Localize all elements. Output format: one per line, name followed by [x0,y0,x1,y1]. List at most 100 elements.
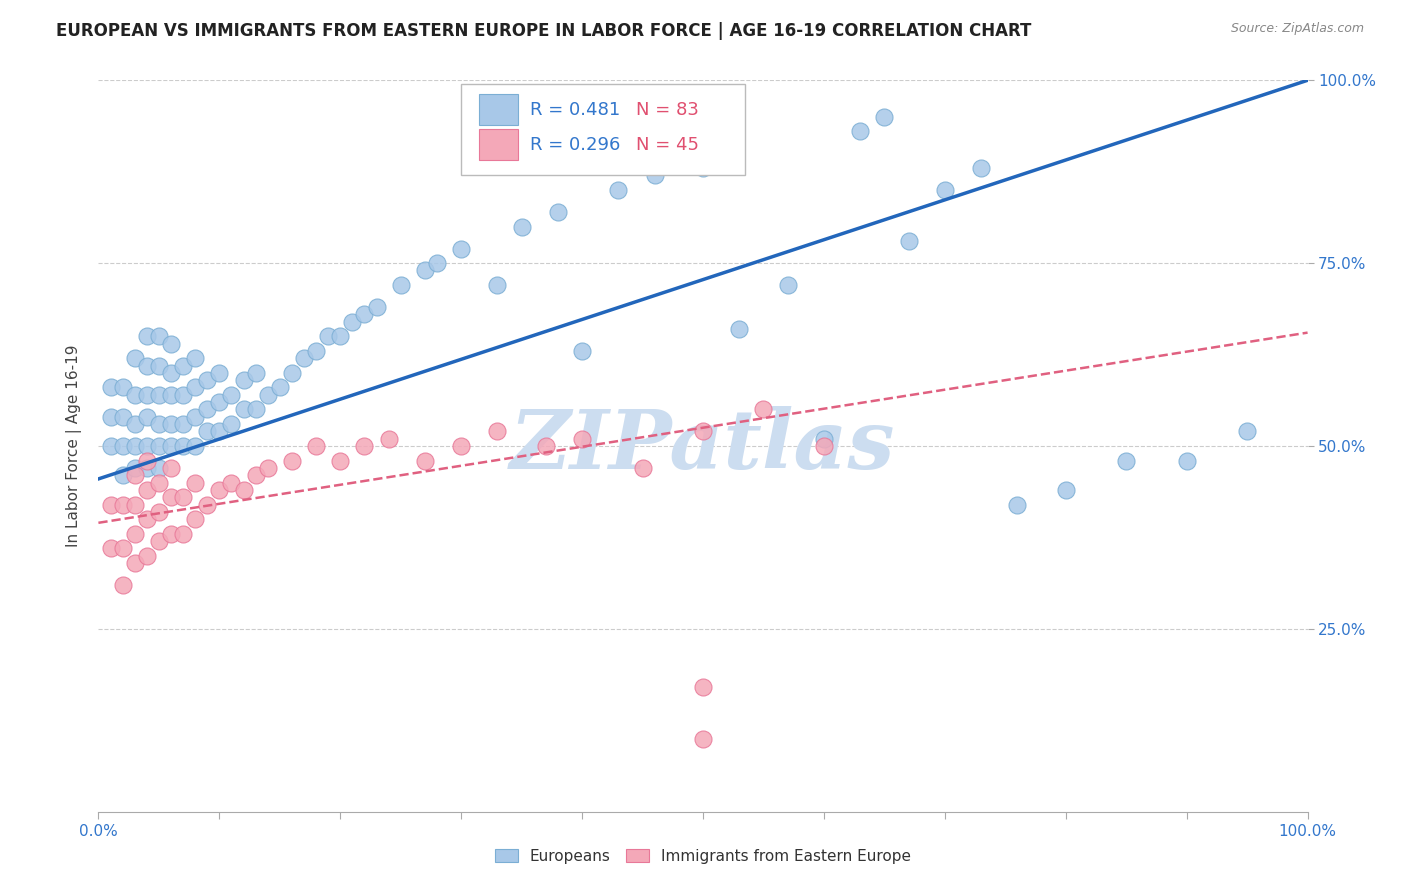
Point [135,512,157,526]
Point [208,483,231,497]
Point [281,366,304,380]
Point [692,681,714,695]
FancyBboxPatch shape [479,95,517,125]
Text: Source: ZipAtlas.com: Source: ZipAtlas.com [1230,22,1364,36]
Point [353,439,375,453]
Point [813,432,835,446]
Point [1007,498,1029,512]
Point [172,526,194,541]
Point [752,402,775,417]
Point [148,505,170,519]
Point [135,453,157,467]
Point [124,417,146,431]
Point [172,439,194,453]
Point [256,388,278,402]
Point [160,461,183,475]
FancyBboxPatch shape [479,129,517,160]
Point [377,432,399,446]
Text: R = 0.296: R = 0.296 [530,136,620,153]
Text: N = 45: N = 45 [637,136,700,153]
Point [111,380,134,394]
Point [776,278,799,293]
Point [1054,483,1077,497]
Point [256,461,278,475]
Point [195,425,218,439]
Point [124,439,146,453]
Point [160,526,183,541]
Point [221,388,243,402]
Point [1175,453,1198,467]
Point [111,498,134,512]
Point [148,388,170,402]
Point [426,256,449,270]
Point [111,409,134,424]
Point [534,439,557,453]
Point [124,468,146,483]
Point [934,183,956,197]
Y-axis label: In Labor Force | Age 16-19: In Labor Force | Age 16-19 [66,344,83,548]
Point [316,329,339,343]
Point [970,161,993,175]
Point [571,432,593,446]
Text: EUROPEAN VS IMMIGRANTS FROM EASTERN EUROPE IN LABOR FORCE | AGE 16-19 CORRELATIO: EUROPEAN VS IMMIGRANTS FROM EASTERN EURO… [56,22,1032,40]
Point [160,439,183,453]
Point [245,468,267,483]
Point [897,234,920,248]
Point [208,366,231,380]
Point [100,439,122,453]
Point [510,219,533,234]
Point [100,541,122,556]
Point [184,409,207,424]
Point [353,307,375,321]
Point [195,373,218,387]
Point [124,388,146,402]
Point [366,300,388,314]
Point [873,110,896,124]
Point [184,351,207,366]
Point [172,359,194,373]
Point [342,315,364,329]
Point [100,409,122,424]
Point [160,388,183,402]
Text: R = 0.481: R = 0.481 [530,101,620,119]
Point [172,490,194,504]
Point [184,380,207,394]
Point [124,556,146,570]
Point [111,541,134,556]
Point [486,425,509,439]
Point [172,388,194,402]
Point [160,336,183,351]
Point [124,351,146,366]
Point [135,549,157,563]
Point [450,439,472,453]
Point [148,461,170,475]
Point [184,439,207,453]
Point [728,322,751,336]
Point [184,475,207,490]
Point [100,380,122,394]
Point [148,534,170,549]
Point [135,439,157,453]
Point [221,475,243,490]
Point [111,439,134,453]
Point [329,453,352,467]
Point [135,483,157,497]
Point [148,439,170,453]
Legend: Europeans, Immigrants from Eastern Europe: Europeans, Immigrants from Eastern Europ… [489,843,917,870]
Point [813,439,835,453]
Point [208,425,231,439]
Point [486,278,509,293]
Point [160,490,183,504]
Point [692,425,714,439]
Point [849,124,872,138]
Point [124,461,146,475]
Point [413,453,436,467]
Point [148,475,170,490]
Point [631,461,654,475]
Point [135,388,157,402]
Point [692,731,714,746]
Point [450,242,472,256]
Point [269,380,291,394]
Point [413,263,436,277]
Point [184,512,207,526]
